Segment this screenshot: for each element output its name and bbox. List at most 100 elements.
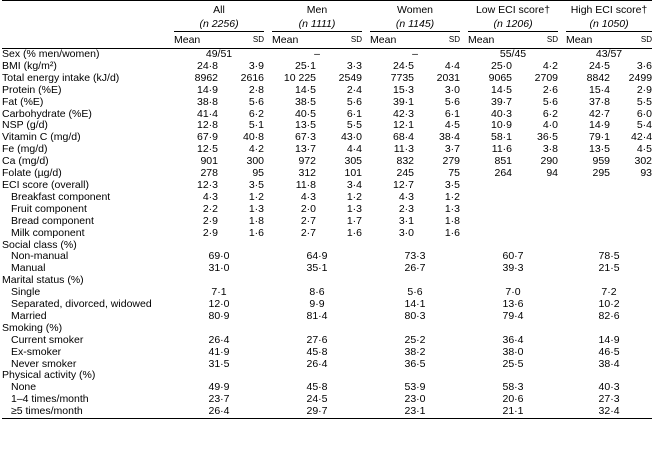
table-row: ≥5 times/month 26·4 29·7 23·1 21·1 32·4 <box>2 405 652 420</box>
sd-cell: 279 <box>442 155 461 168</box>
mean-cell <box>566 204 610 216</box>
row-label: Non-manual <box>11 250 69 263</box>
value-cell: 24·5 <box>306 393 328 406</box>
sd-cell: 3·6 <box>636 59 652 72</box>
row-label: Vitamin C (mg/d) <box>2 131 81 144</box>
value-cell: 38·0 <box>502 345 524 358</box>
table-row: Married 80·9 81·4 80·3 79·4 82·6 <box>2 309 652 323</box>
sd-cell: 5·6 <box>248 95 265 108</box>
sd-cell: 4·5 <box>636 143 652 156</box>
mean-cell: 39·1 <box>393 95 415 108</box>
value-cell: 21·1 <box>468 405 559 420</box>
value-cell: 27·6 <box>306 333 328 346</box>
group-header-men: Men <box>306 4 328 16</box>
value-cell: 21·5 <box>598 262 620 275</box>
mean-cell: 13·5 <box>589 143 611 156</box>
row-label: Total energy intake (kJ/d) <box>2 71 120 84</box>
mean-cell: 10·9 <box>491 119 513 132</box>
mean-cell: 79·1 <box>589 131 611 144</box>
table-row: Ex-smoker 41·9 45·8 38·2 38·0 46·5 <box>2 345 652 359</box>
sd-cell: 290 <box>540 155 559 168</box>
mean-cell: 38·5 <box>295 95 317 108</box>
sd-cell <box>610 180 652 192</box>
sd-cell: 1·8 <box>248 214 265 227</box>
group-header-low-eci: Low ECI score† <box>475 4 551 16</box>
sd-cell: 42·4 <box>631 131 652 144</box>
mean-cell: 38·8 <box>196 95 218 108</box>
sd-cell: 40·8 <box>243 131 265 144</box>
sd-cell: 6·1 <box>444 107 461 120</box>
value-cell: 26·4 <box>306 357 328 370</box>
sd-cell: 302 <box>634 155 652 168</box>
mean-cell: 312 <box>298 167 317 180</box>
value-cell: 23·1 <box>370 405 461 420</box>
value-cell: 53·9 <box>404 381 426 394</box>
sd-cell: 43·0 <box>341 131 363 144</box>
sd-cell: 5·5 <box>636 95 652 108</box>
row-label: NSP (g/d) <box>2 119 48 132</box>
table-row: Social class (%) <box>2 239 652 252</box>
group-n-all: (n 2256) <box>174 17 265 32</box>
mean-cell: 15·3 <box>393 83 415 96</box>
mean-cell: 12·3 <box>196 178 218 191</box>
sd-cell: 5·5 <box>346 119 363 132</box>
mean-cell: 37·8 <box>589 95 611 108</box>
sd-cell: 38·4 <box>439 131 461 144</box>
mean-cell: 12·5 <box>196 143 218 156</box>
sd-cell: 1·2 <box>444 190 461 203</box>
value-cell: 39·3 <box>502 262 524 275</box>
value-cell: – <box>412 48 418 60</box>
sd-cell: 1·6 <box>346 226 363 239</box>
value-cell: 35·1 <box>306 262 328 275</box>
group-n-women: (n 1145) <box>370 17 461 32</box>
mean-header: Mean <box>174 31 218 49</box>
table-row: Ca (mg/d) 901 300 972 305 832 279 851 290 959 302 <box>2 155 652 168</box>
sd-header: SD <box>218 31 265 49</box>
value-cell: 26·4 <box>174 405 265 420</box>
group-header-all: All <box>213 4 225 16</box>
value-cell: 7·1 <box>211 286 227 299</box>
row-label: Ex-smoker <box>11 345 62 358</box>
value-cell: 5·6 <box>407 286 423 299</box>
sd-cell: 1·6 <box>444 226 461 239</box>
group-header-women: Women <box>397 4 434 16</box>
row-label: Fat (%E) <box>2 95 44 108</box>
table-row: Fe (mg/d) 12·5 4·2 13·7 4·4 11·3 3·7 11·6 3·8 13·… <box>2 143 652 156</box>
mean-cell: 14·5 <box>295 83 317 96</box>
row-label: Protein (%E) <box>2 83 62 96</box>
mean-cell: 295 <box>592 167 611 180</box>
sd-cell: 2549 <box>338 71 363 84</box>
sd-cell: 300 <box>246 155 265 168</box>
mean-cell: 832 <box>396 155 415 168</box>
mean-cell: 24·5 <box>393 59 415 72</box>
mean-cell <box>566 180 610 192</box>
row-label: Separated, divorced, widowed <box>11 298 152 311</box>
row-label: ≥5 times/month <box>2 405 174 420</box>
value-cell: 69·0 <box>208 250 230 263</box>
mean-cell: 11·6 <box>491 143 513 156</box>
mean-header: Mean <box>272 31 317 49</box>
mean-cell: 12·8 <box>196 119 218 132</box>
sd-cell: 6·0 <box>636 107 652 120</box>
sd-cell <box>512 216 558 228</box>
mean-cell: 851 <box>494 155 513 168</box>
row-label: BMI (kg/m²) <box>2 59 57 72</box>
value-cell: 38·2 <box>404 345 426 358</box>
sd-cell: 36·5 <box>537 131 559 144</box>
value-cell: 41·9 <box>208 345 230 358</box>
mean-header: Mean <box>370 31 415 49</box>
sd-cell: 4·4 <box>346 143 363 156</box>
sd-cell: 1·3 <box>346 202 363 215</box>
value-cell: 23·0 <box>404 393 426 406</box>
mean-cell: 245 <box>396 167 415 180</box>
value-cell: 82·6 <box>598 309 620 322</box>
mean-cell: 4·3 <box>300 190 317 203</box>
group-n-men: (n 1111) <box>272 17 363 32</box>
sd-cell: 2·4 <box>346 83 363 96</box>
value-cell: 27·3 <box>598 393 620 406</box>
sd-cell: 6·1 <box>346 107 363 120</box>
sd-cell: 3·3 <box>346 59 363 72</box>
mean-cell: 39·7 <box>491 95 513 108</box>
sd-cell <box>512 192 558 204</box>
sd-header: SD <box>610 31 652 49</box>
